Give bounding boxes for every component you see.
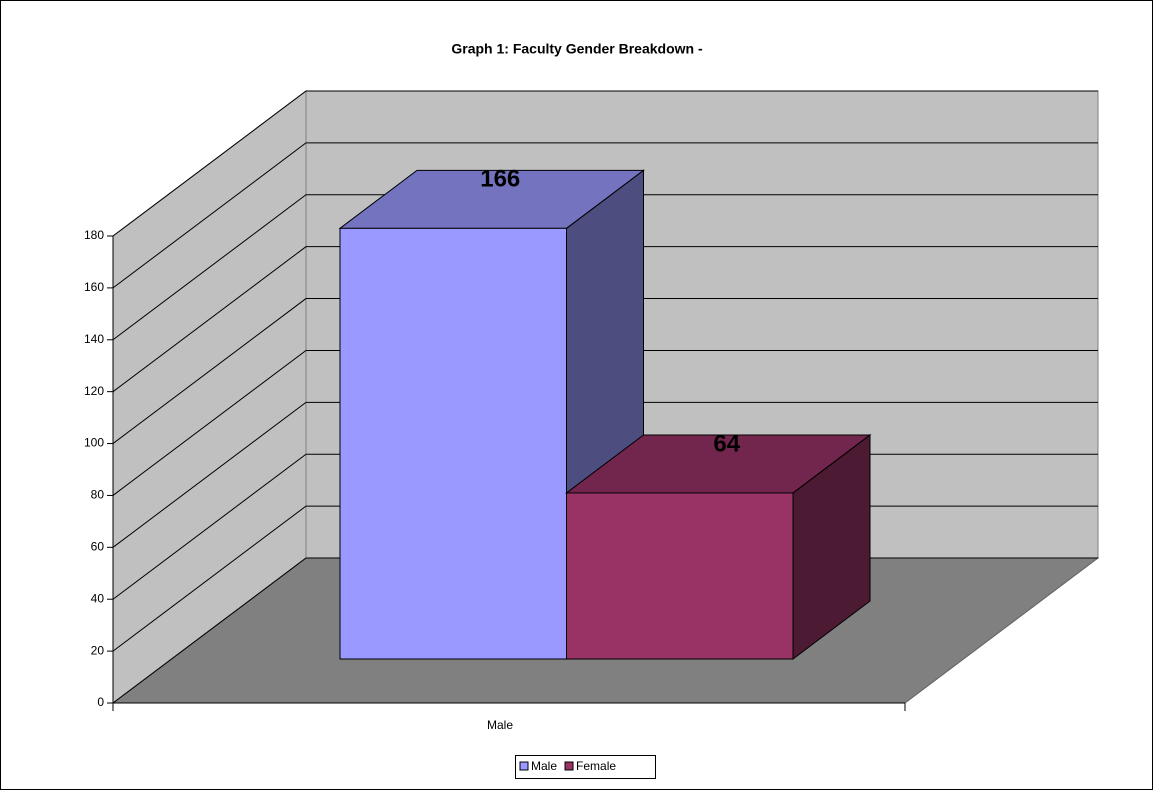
chart-title: Graph 1: Faculty Gender Breakdown - bbox=[451, 41, 703, 57]
y-tick-label: 0 bbox=[97, 695, 104, 709]
data-label: 166 bbox=[480, 166, 520, 193]
bar-front bbox=[566, 492, 794, 660]
y-tick-label: 160 bbox=[84, 280, 104, 294]
x-tick-label: Male bbox=[487, 718, 513, 732]
grid-line bbox=[112, 90, 1098, 237]
bar bbox=[565, 433, 872, 661]
grid-line bbox=[112, 246, 1098, 393]
y-tick-label: 120 bbox=[84, 384, 104, 398]
legend-swatch bbox=[519, 761, 529, 771]
grid-line bbox=[112, 298, 1098, 444]
y-tick-label: 40 bbox=[91, 591, 105, 605]
legend-swatch bbox=[564, 761, 574, 771]
data-label: 64 bbox=[713, 430, 740, 457]
y-tick-label: 60 bbox=[91, 540, 105, 554]
y-tick-label: 80 bbox=[91, 488, 105, 502]
grid-line bbox=[112, 349, 1098, 496]
y-tick-label: 140 bbox=[84, 332, 104, 346]
legend bbox=[515, 755, 656, 779]
grid-line bbox=[112, 401, 1098, 548]
y-tick-label: 100 bbox=[84, 436, 104, 450]
legend-label: Female bbox=[576, 759, 616, 773]
grid-line bbox=[112, 142, 1098, 289]
y-tick-label: 180 bbox=[84, 228, 104, 242]
bar-front bbox=[339, 227, 567, 660]
grid-line bbox=[112, 194, 1098, 341]
y-tick-label: 20 bbox=[91, 643, 105, 657]
legend-label: Male bbox=[531, 759, 557, 773]
